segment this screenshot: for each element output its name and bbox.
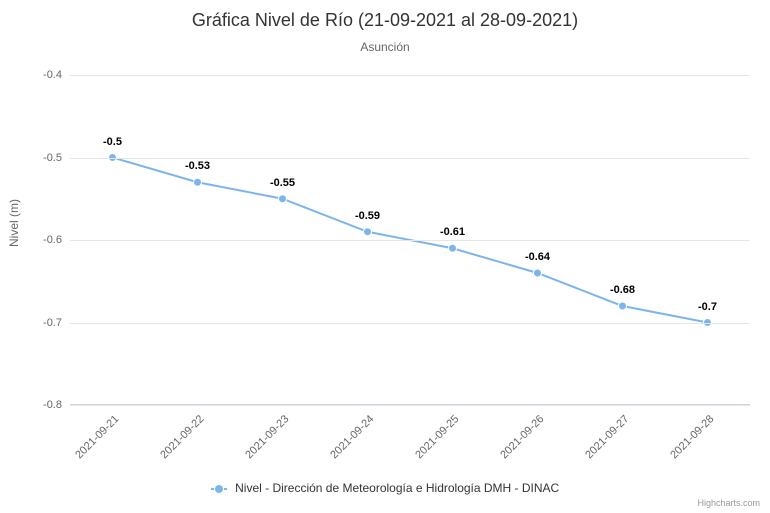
y-axis-title: Nivel (m): [7, 199, 21, 247]
x-tick-label: 2021-09-24: [328, 413, 376, 461]
data-point[interactable]: [194, 178, 202, 186]
data-label: -0.61: [440, 226, 465, 238]
data-point[interactable]: [279, 195, 287, 203]
data-label: -0.55: [270, 177, 295, 189]
data-point[interactable]: [449, 244, 457, 252]
x-tick-label: 2021-09-26: [498, 413, 546, 461]
data-label: -0.53: [185, 160, 210, 172]
x-tick-label: 2021-09-27: [583, 413, 631, 461]
y-tick-label: -0.5: [43, 152, 70, 164]
gridline: [70, 240, 750, 241]
legend-text: Nivel - Dirección de Meteorología e Hidr…: [235, 481, 559, 495]
gridline: [70, 405, 750, 406]
data-label: -0.68: [610, 284, 635, 296]
credits[interactable]: Highcharts.com: [697, 498, 760, 508]
x-tick-label: 2021-09-28: [668, 413, 716, 461]
x-tick-label: 2021-09-25: [413, 413, 461, 461]
data-label: -0.7: [698, 301, 717, 313]
plot-area: -0.4-0.5-0.6-0.7-0.82021-09-212021-09-22…: [70, 75, 750, 405]
gridline: [70, 158, 750, 159]
chart-title: Gráfica Nivel de Río (21-09-2021 al 28-0…: [0, 10, 770, 31]
data-label: -0.5: [103, 136, 122, 148]
gridline: [70, 75, 750, 76]
data-label: -0.64: [525, 251, 550, 263]
y-tick-label: -0.6: [43, 234, 70, 246]
gridline: [70, 323, 750, 324]
y-tick-label: -0.8: [43, 399, 70, 411]
chart-container: Gráfica Nivel de Río (21-09-2021 al 28-0…: [0, 0, 770, 513]
chart-subtitle: Asunción: [0, 40, 770, 54]
data-point[interactable]: [534, 269, 542, 277]
data-point[interactable]: [364, 228, 372, 236]
legend: Nivel - Dirección de Meteorología e Hidr…: [0, 481, 770, 495]
data-point[interactable]: [619, 302, 627, 310]
data-label: -0.59: [355, 210, 380, 222]
legend-marker-icon: [211, 488, 227, 490]
y-tick-label: -0.7: [43, 317, 70, 329]
x-tick-label: 2021-09-23: [243, 413, 291, 461]
x-tick-label: 2021-09-21: [73, 413, 121, 461]
x-tick-label: 2021-09-22: [158, 413, 206, 461]
y-tick-label: -0.4: [43, 69, 70, 81]
